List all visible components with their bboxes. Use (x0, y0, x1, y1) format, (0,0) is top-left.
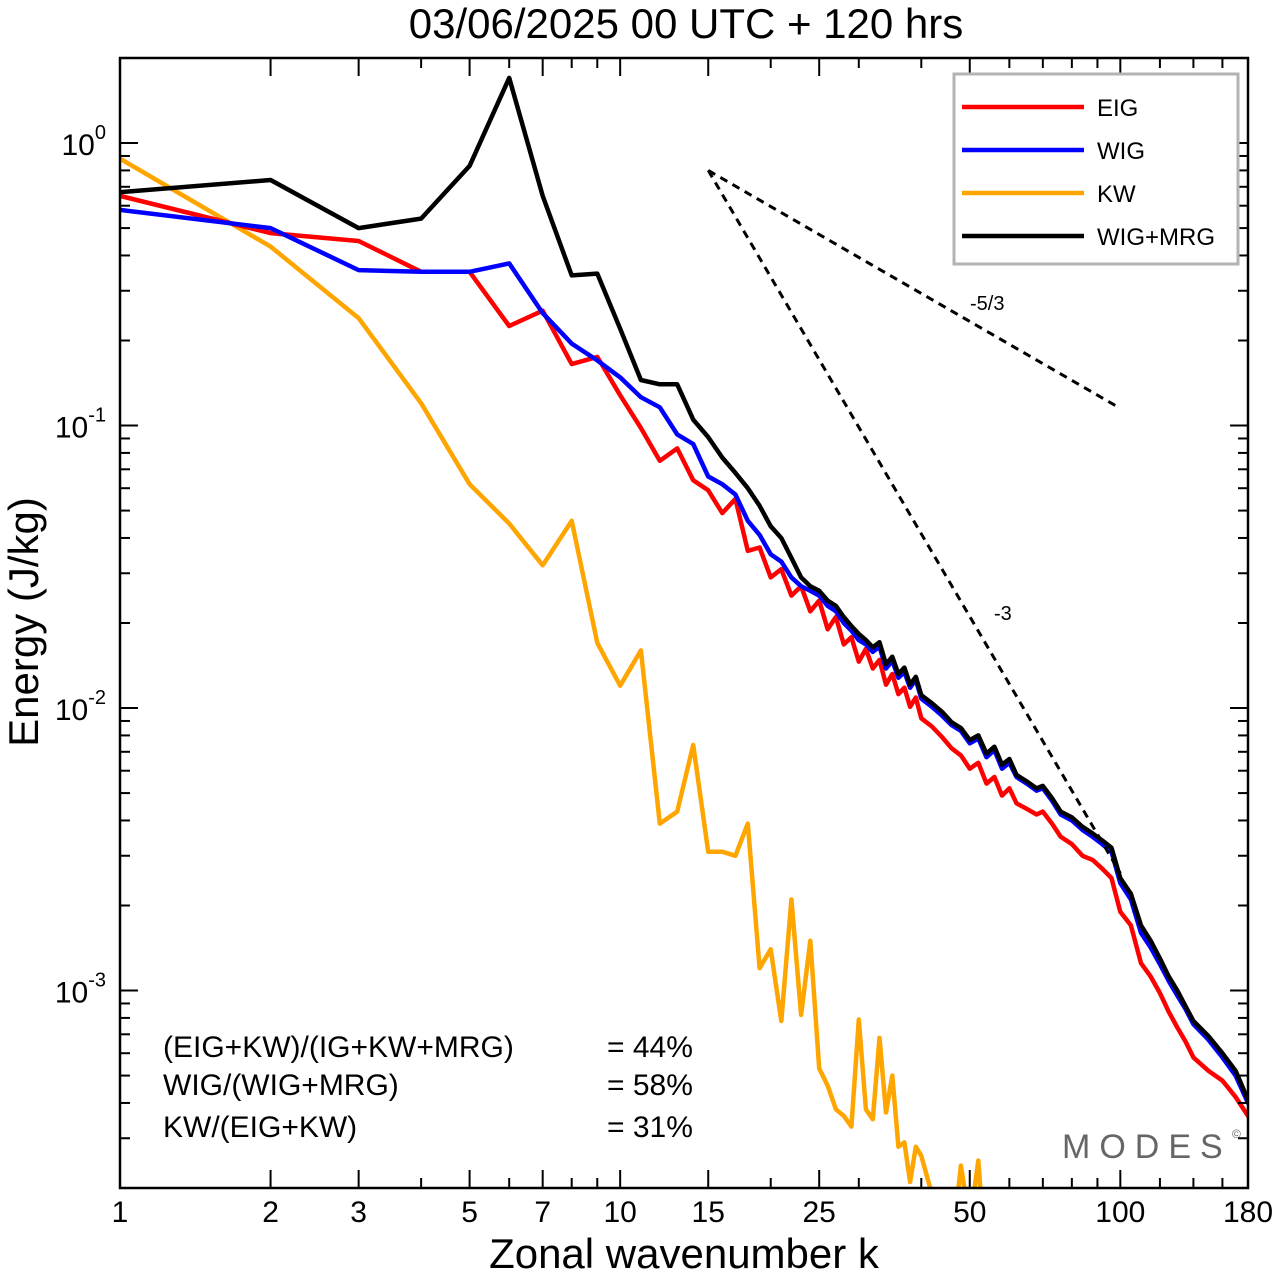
brand-copyright: © (1232, 1127, 1241, 1141)
x-tick-label: 25 (803, 1196, 836, 1229)
x-tick-label: 3 (350, 1196, 367, 1229)
ratio-label-2: WIG/(WIG+MRG) (163, 1069, 399, 1102)
ratio-value-3: = 31% (607, 1111, 693, 1144)
reference-line-1 (707, 169, 1122, 410)
y-axis-ticks: 100 10-1 10-2 10-3 (55, 57, 1248, 1189)
x-tick-label: 1 (112, 1196, 129, 1229)
reference-label-2: -3 (994, 603, 1012, 625)
legend: EIG WIG KW WIG+MRG (952, 72, 1240, 266)
x-tick-label: 5 (461, 1196, 478, 1229)
y-tick-label: 10-3 (55, 970, 106, 1010)
ratio-value-1: = 44% (607, 1031, 693, 1064)
reference-line-2 (706, 169, 1122, 875)
legend-label-wig: WIG (1097, 138, 1145, 165)
x-axis-title: Zonal wavenumber k (489, 1230, 880, 1277)
modes-logo: MODES © (1062, 1127, 1241, 1166)
x-axis-ticks: 1 2 3 5 7 10 15 25 50 100 180 (112, 58, 1273, 1229)
x-tick-label: 100 (1095, 1196, 1145, 1229)
series-line-kw (120, 156, 983, 1188)
series-line-eig (120, 193, 1248, 1119)
x-tick-label: 180 (1223, 1196, 1273, 1229)
legend-label-kw: KW (1097, 181, 1136, 208)
ratio-value-2: = 58% (607, 1069, 693, 1102)
x-tick-label: 10 (603, 1196, 636, 1229)
ratio-label-3: KW/(EIG+KW) (163, 1111, 357, 1144)
x-tick-label: 2 (262, 1196, 279, 1229)
x-tick-label: 15 (692, 1196, 725, 1229)
reference-label-1: -5/3 (970, 293, 1004, 315)
reference-lines: -5/3 -3 (706, 169, 1122, 875)
y-tick-label: 10-2 (55, 687, 106, 727)
ratio-annotations: (EIG+KW)/(IG+KW+MRG) = 44% WIG/(WIG+MRG)… (163, 1031, 693, 1144)
ratio-label-1: (EIG+KW)/(IG+KW+MRG) (163, 1031, 514, 1064)
y-axis-title: Energy (J/kg) (0, 497, 47, 747)
legend-label-eig: EIG (1097, 95, 1138, 122)
x-tick-label: 50 (953, 1196, 986, 1229)
series-line-wig (120, 207, 1248, 1106)
legend-label-wig-mrg: WIG+MRG (1097, 224, 1215, 251)
brand-text: MODES (1062, 1128, 1232, 1166)
chart-title: 03/06/2025 00 UTC + 120 hrs (409, 0, 964, 47)
x-tick-label: 7 (534, 1196, 551, 1229)
y-tick-label: 100 (62, 122, 107, 162)
y-tick-label: 10-1 (55, 405, 106, 445)
legend-entries: EIG WIG KW WIG+MRG (962, 95, 1215, 251)
